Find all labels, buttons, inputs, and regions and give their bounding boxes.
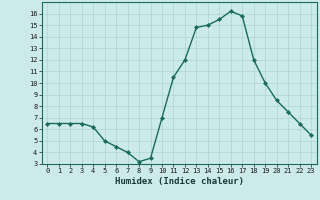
X-axis label: Humidex (Indice chaleur): Humidex (Indice chaleur) — [115, 177, 244, 186]
